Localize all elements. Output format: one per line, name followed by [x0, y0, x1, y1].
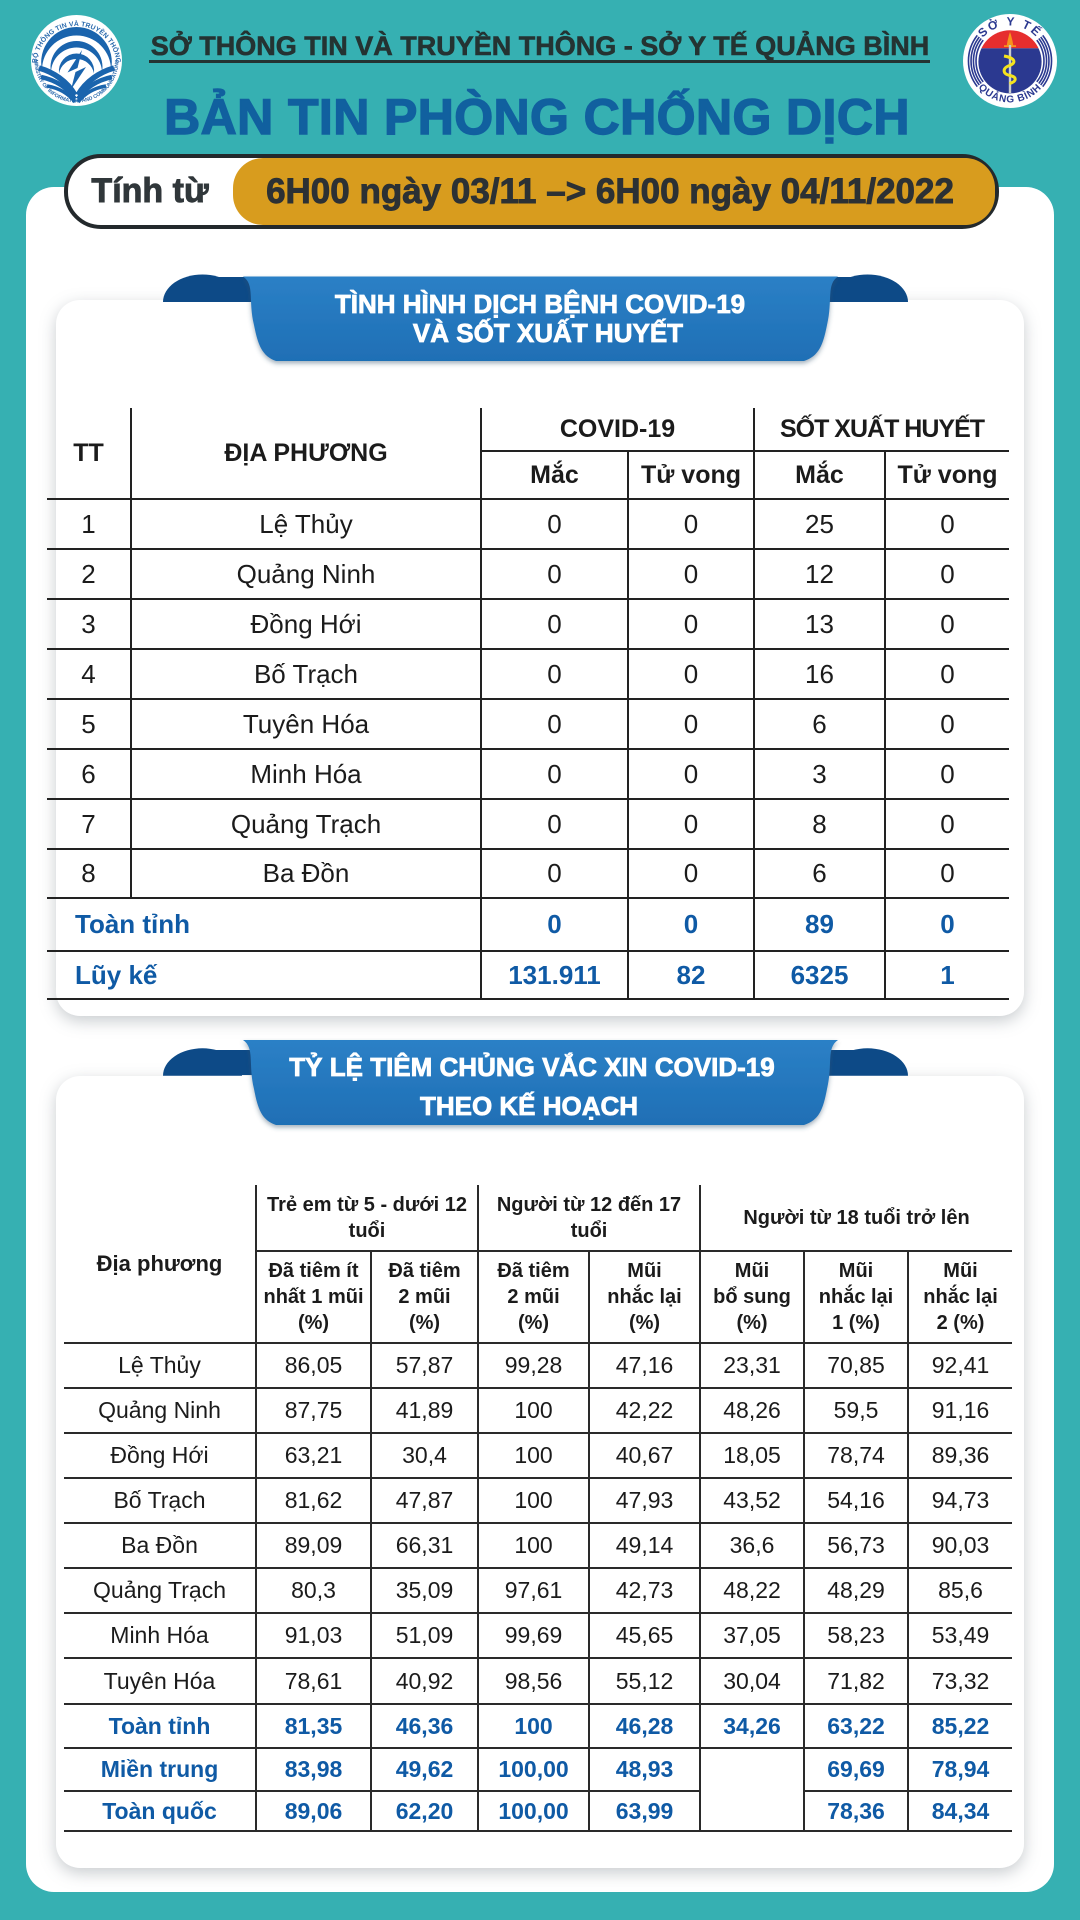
svg-text:THEO KẾ HOẠCH: THEO KẾ HOẠCH [420, 1091, 638, 1121]
svg-text:TÌNH HÌNH DỊCH BỆNH COVID-19: TÌNH HÌNH DỊCH BỆNH COVID-19 [335, 289, 745, 319]
svg-text:VÀ SỐT XUẤT HUYẾT: VÀ SỐT XUẤT HUYẾT [413, 318, 683, 348]
svg-text:TỶ LỆ TIÊM CHỦNG VẮC XIN COVID: TỶ LỆ TIÊM CHỦNG VẮC XIN COVID-19 [289, 1051, 774, 1082]
